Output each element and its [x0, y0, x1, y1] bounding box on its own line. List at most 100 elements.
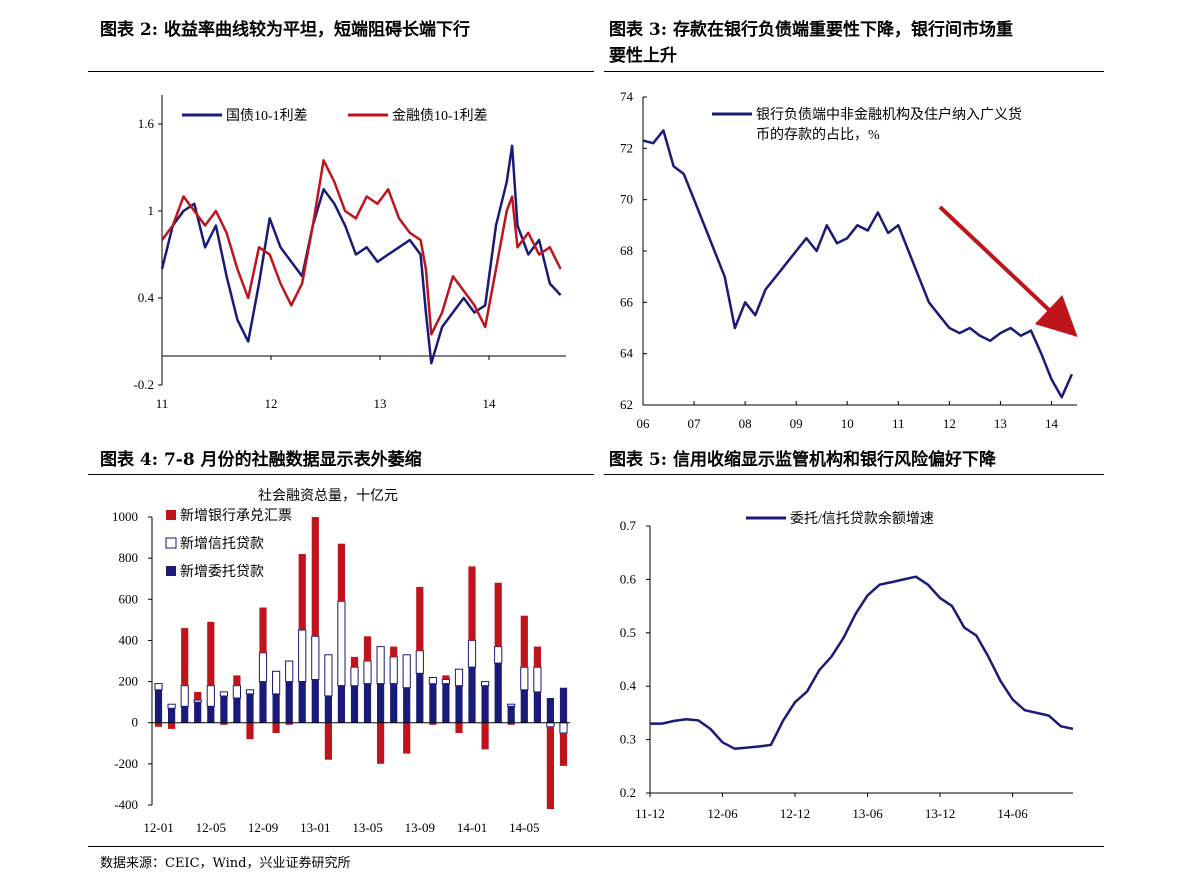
chart2-plot: -0.2 0.4 1 1.6 11 12 13 14 [133, 95, 566, 411]
chart4-legend-label-2: 新增信托贷款 [180, 536, 264, 552]
chart2-legend-label-1: 国债10-1利差 [226, 108, 308, 124]
chart4-bar-white [402, 654, 411, 689]
chart4-bar-white [298, 629, 307, 682]
chart4-bar-red [207, 621, 215, 686]
chart4-bar-red [168, 722, 176, 729]
chart4-bar-red [363, 636, 372, 661]
chart3-legend-label: 银行负债端中非金融机构及住户纳入广义货 币的存款的占比，% [756, 106, 1026, 143]
chart4-plot: -400 -200 0 200 400 600 800 1000 12-01 12-05 12-09… [112, 509, 570, 835]
chart3-x-tick-label: 06 [637, 416, 651, 431]
chart4-bar-white [507, 703, 516, 707]
chart4-bar-navy [298, 681, 306, 723]
chart4-bar-white [206, 685, 215, 707]
chart4-bar-red [311, 517, 319, 637]
chart4-bar-red [403, 722, 411, 754]
chart4-bar-red [494, 582, 502, 647]
top-rule-left [88, 71, 594, 72]
chart4-bar-navy [455, 685, 463, 723]
chart4-bar-navy [390, 683, 398, 723]
chart4-bar-red [285, 722, 293, 725]
chart4-y-tick-label: -400 [114, 797, 138, 812]
chart4-bar-white [245, 689, 255, 695]
chart4-y-tick-label: 400 [119, 632, 139, 647]
chart4-bar-white [285, 660, 294, 683]
chart4-x-tick-label: 12-05 [196, 820, 226, 835]
chart3-y-tick-label: 74 [620, 89, 634, 104]
chart4-bar-white [441, 679, 450, 685]
chart3-x-tick-label: 07 [688, 416, 702, 431]
chart4-bar-red [442, 675, 450, 680]
chart4-bar-white [428, 677, 437, 685]
chart4-bar-red [337, 543, 345, 602]
chart4-x-tick-label: 13-01 [300, 820, 330, 835]
chart2-y-tick-label: 1.6 [138, 116, 155, 131]
chart4-bar-red [507, 722, 515, 725]
chart4-inner-title: 社会融资总量，十亿元 [258, 488, 398, 504]
chart4-x-tick-label: 13-05 [352, 820, 382, 835]
chart3-legend-line2: 币的存款的占比，% [756, 127, 880, 143]
chart4-x-tick-label: 12-09 [248, 820, 278, 835]
chart4-bar-navy [403, 687, 411, 723]
chart3-series-line [642, 129, 1074, 399]
chart4-bar-white [350, 666, 359, 687]
chart2-legend-label-2: 金融债10-1利差 [392, 108, 488, 124]
chart3-title-line2: 要性上升 [609, 46, 677, 66]
chart2-y-tick-label: 1 [148, 203, 155, 218]
chart5-x-tick-label: 12-12 [780, 806, 810, 821]
chart2-x-tick-label: 14 [483, 396, 497, 411]
chart4-y-tick-label: 0 [132, 715, 139, 730]
chart3-x-tick-label: 12 [943, 416, 956, 431]
chart5-y-tick-label: 0.3 [620, 732, 636, 747]
chart2-series-line-1 [160, 144, 562, 365]
chart4-bar-white [363, 660, 372, 685]
chart2-y-tick-label: 0.4 [138, 290, 155, 305]
chart4-bar-white [258, 652, 268, 683]
chart2-x-tick-label: 11 [156, 396, 169, 411]
chart4-bar-red [455, 722, 463, 733]
chart4-bar-white [180, 685, 189, 707]
chart4-bar-red [220, 722, 228, 725]
bottom-rule [88, 846, 1104, 847]
chart4-bar-navy [207, 706, 215, 723]
chart3-y-tick-label: 62 [620, 397, 633, 412]
chart4-bar-white [494, 646, 503, 664]
chart4-bar-navy [154, 689, 163, 723]
chart4-bar-red [194, 691, 202, 701]
chart2-y-tick-label: -0.2 [133, 377, 154, 392]
mid-rule-left [88, 474, 594, 475]
chart4-legend-swatch-1 [166, 510, 176, 520]
chart4-bar-navy [246, 693, 254, 723]
chart4-bar-white [533, 666, 542, 693]
chart5-y-tick-label: 0.7 [620, 518, 637, 533]
chart4-legend-label-1: 新增银行承兑汇票 [180, 508, 292, 524]
chart4-bar-red [154, 722, 163, 727]
chart4-bar-navy [194, 702, 202, 723]
chart5-y-tick-label: 0.2 [620, 785, 636, 800]
chart4-bar-red [246, 722, 254, 740]
chart3-x-tick-label: 09 [790, 416, 803, 431]
chart3-y-tick-label: 72 [620, 140, 633, 155]
chart5-y-tick-label: 0.4 [620, 678, 637, 693]
chart2-x-tick-label: 12 [265, 396, 278, 411]
chart4-bar-red [546, 726, 554, 810]
chart4-legend-swatch-2 [165, 537, 177, 549]
chart4-bar-navy [168, 708, 176, 723]
chart4-bar-navy [533, 691, 541, 723]
chart4-bar-white [376, 646, 385, 685]
chart3-y-tick-label: 64 [620, 346, 634, 361]
chart4-bar-navy [520, 689, 528, 723]
chart4-bar-navy [311, 679, 319, 723]
chart4-bar-red [272, 722, 280, 733]
chart4-bar-red [298, 554, 306, 631]
chart4-bar-navy [494, 663, 502, 723]
mid-rule-right [604, 474, 1104, 475]
chart2-title: 图表 2: 收益率曲线较为平坦，短端阻碍长端下行 [100, 20, 470, 40]
chart4-bar-red [377, 722, 385, 764]
chart4-bar-navy [442, 683, 450, 723]
chart4-bar-navy [324, 696, 332, 723]
chart4-bar-navy [337, 685, 345, 723]
chart3-x-tick-label: 08 [739, 416, 752, 431]
chart4-bar-white [415, 650, 424, 674]
chart4-bar-white [219, 691, 229, 697]
chart4-y-tick-label: 1000 [112, 509, 138, 524]
